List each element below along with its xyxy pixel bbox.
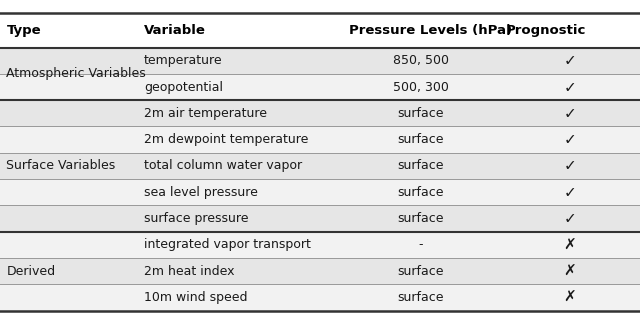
Text: Atmospheric Variables: Atmospheric Variables: [6, 67, 146, 81]
Text: surface: surface: [397, 265, 444, 278]
Bar: [0, 284, 640, 311]
Text: sea level pressure: sea level pressure: [144, 186, 258, 199]
Text: Surface Variables: Surface Variables: [6, 159, 116, 172]
Text: ✗: ✗: [563, 237, 576, 252]
Text: Prognostic: Prognostic: [506, 23, 586, 37]
Text: surface: surface: [397, 159, 444, 172]
Bar: [0, 48, 640, 74]
Text: surface: surface: [397, 133, 444, 146]
Text: integrated vapor transport: integrated vapor transport: [144, 238, 311, 251]
Text: surface: surface: [397, 212, 444, 225]
Text: Variable: Variable: [144, 23, 206, 37]
Text: total column water vapor: total column water vapor: [144, 159, 302, 172]
Text: ✓: ✓: [563, 106, 576, 121]
Text: surface: surface: [397, 291, 444, 304]
Text: ✓: ✓: [563, 211, 576, 226]
Bar: [0, 74, 640, 100]
Text: surface: surface: [397, 107, 444, 120]
Text: 2m air temperature: 2m air temperature: [144, 107, 267, 120]
Text: ✗: ✗: [563, 290, 576, 305]
Text: 500, 300: 500, 300: [393, 81, 449, 94]
Text: surface pressure: surface pressure: [144, 212, 248, 225]
Text: temperature: temperature: [144, 54, 223, 67]
Text: 2m dewpoint temperature: 2m dewpoint temperature: [144, 133, 308, 146]
Text: ✓: ✓: [563, 185, 576, 200]
Text: Pressure Levels (hPa): Pressure Levels (hPa): [349, 23, 512, 37]
Text: Derived: Derived: [6, 265, 56, 278]
Text: 850, 500: 850, 500: [393, 54, 449, 67]
Bar: [0, 100, 640, 126]
Text: 2m heat index: 2m heat index: [144, 265, 234, 278]
Bar: [0, 179, 640, 205]
Text: geopotential: geopotential: [144, 81, 223, 94]
Bar: [0, 258, 640, 284]
Text: ✓: ✓: [563, 80, 576, 94]
Text: ✓: ✓: [563, 132, 576, 147]
Text: 10m wind speed: 10m wind speed: [144, 291, 248, 304]
Text: ✓: ✓: [563, 158, 576, 173]
Text: ✗: ✗: [563, 264, 576, 279]
Text: Type: Type: [6, 23, 41, 37]
Bar: [0, 126, 640, 153]
Bar: [0, 13, 640, 48]
Bar: [0, 205, 640, 232]
Bar: [0, 153, 640, 179]
Bar: [0, 232, 640, 258]
Text: ✓: ✓: [563, 53, 576, 68]
Text: surface: surface: [397, 186, 444, 199]
Text: -: -: [419, 238, 423, 251]
